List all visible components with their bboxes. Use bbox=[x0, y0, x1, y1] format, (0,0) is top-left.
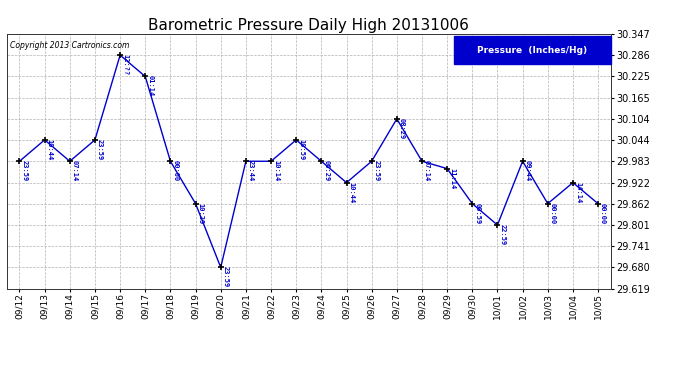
Text: 23:59: 23:59 bbox=[223, 266, 229, 288]
Text: 23:59: 23:59 bbox=[97, 139, 103, 160]
Text: 23:59: 23:59 bbox=[374, 160, 380, 182]
Text: 23:44: 23:44 bbox=[248, 160, 254, 182]
Text: Pressure  (Inches/Hg): Pressure (Inches/Hg) bbox=[477, 46, 587, 55]
FancyBboxPatch shape bbox=[454, 36, 611, 64]
Text: 07:14: 07:14 bbox=[424, 160, 430, 182]
Title: Barometric Pressure Daily High 20131006: Barometric Pressure Daily High 20131006 bbox=[148, 18, 469, 33]
Text: 09:44: 09:44 bbox=[524, 160, 531, 182]
Text: 00:00: 00:00 bbox=[172, 160, 179, 182]
Text: 10:29: 10:29 bbox=[197, 202, 204, 224]
Text: 00:00: 00:00 bbox=[550, 202, 555, 224]
Text: 10:44: 10:44 bbox=[47, 139, 52, 160]
Text: 14:14: 14:14 bbox=[575, 182, 581, 203]
Text: 10:44: 10:44 bbox=[348, 182, 355, 203]
Text: Copyright 2013 Cartronics.com: Copyright 2013 Cartronics.com bbox=[10, 41, 129, 50]
Text: 22:59: 22:59 bbox=[500, 224, 506, 245]
Text: 07:14: 07:14 bbox=[72, 160, 78, 182]
Text: 08:29: 08:29 bbox=[399, 118, 405, 139]
Text: 11:14: 11:14 bbox=[449, 168, 455, 189]
Text: 00:59: 00:59 bbox=[474, 202, 480, 224]
Text: 12:??: 12:?? bbox=[122, 54, 128, 75]
Text: 00:00: 00:00 bbox=[600, 202, 606, 224]
Text: 06:29: 06:29 bbox=[324, 160, 329, 182]
Text: 23:59: 23:59 bbox=[21, 160, 28, 182]
Text: 01:14: 01:14 bbox=[147, 75, 153, 97]
Text: 10:14: 10:14 bbox=[273, 160, 279, 182]
Text: 10:59: 10:59 bbox=[298, 139, 304, 160]
